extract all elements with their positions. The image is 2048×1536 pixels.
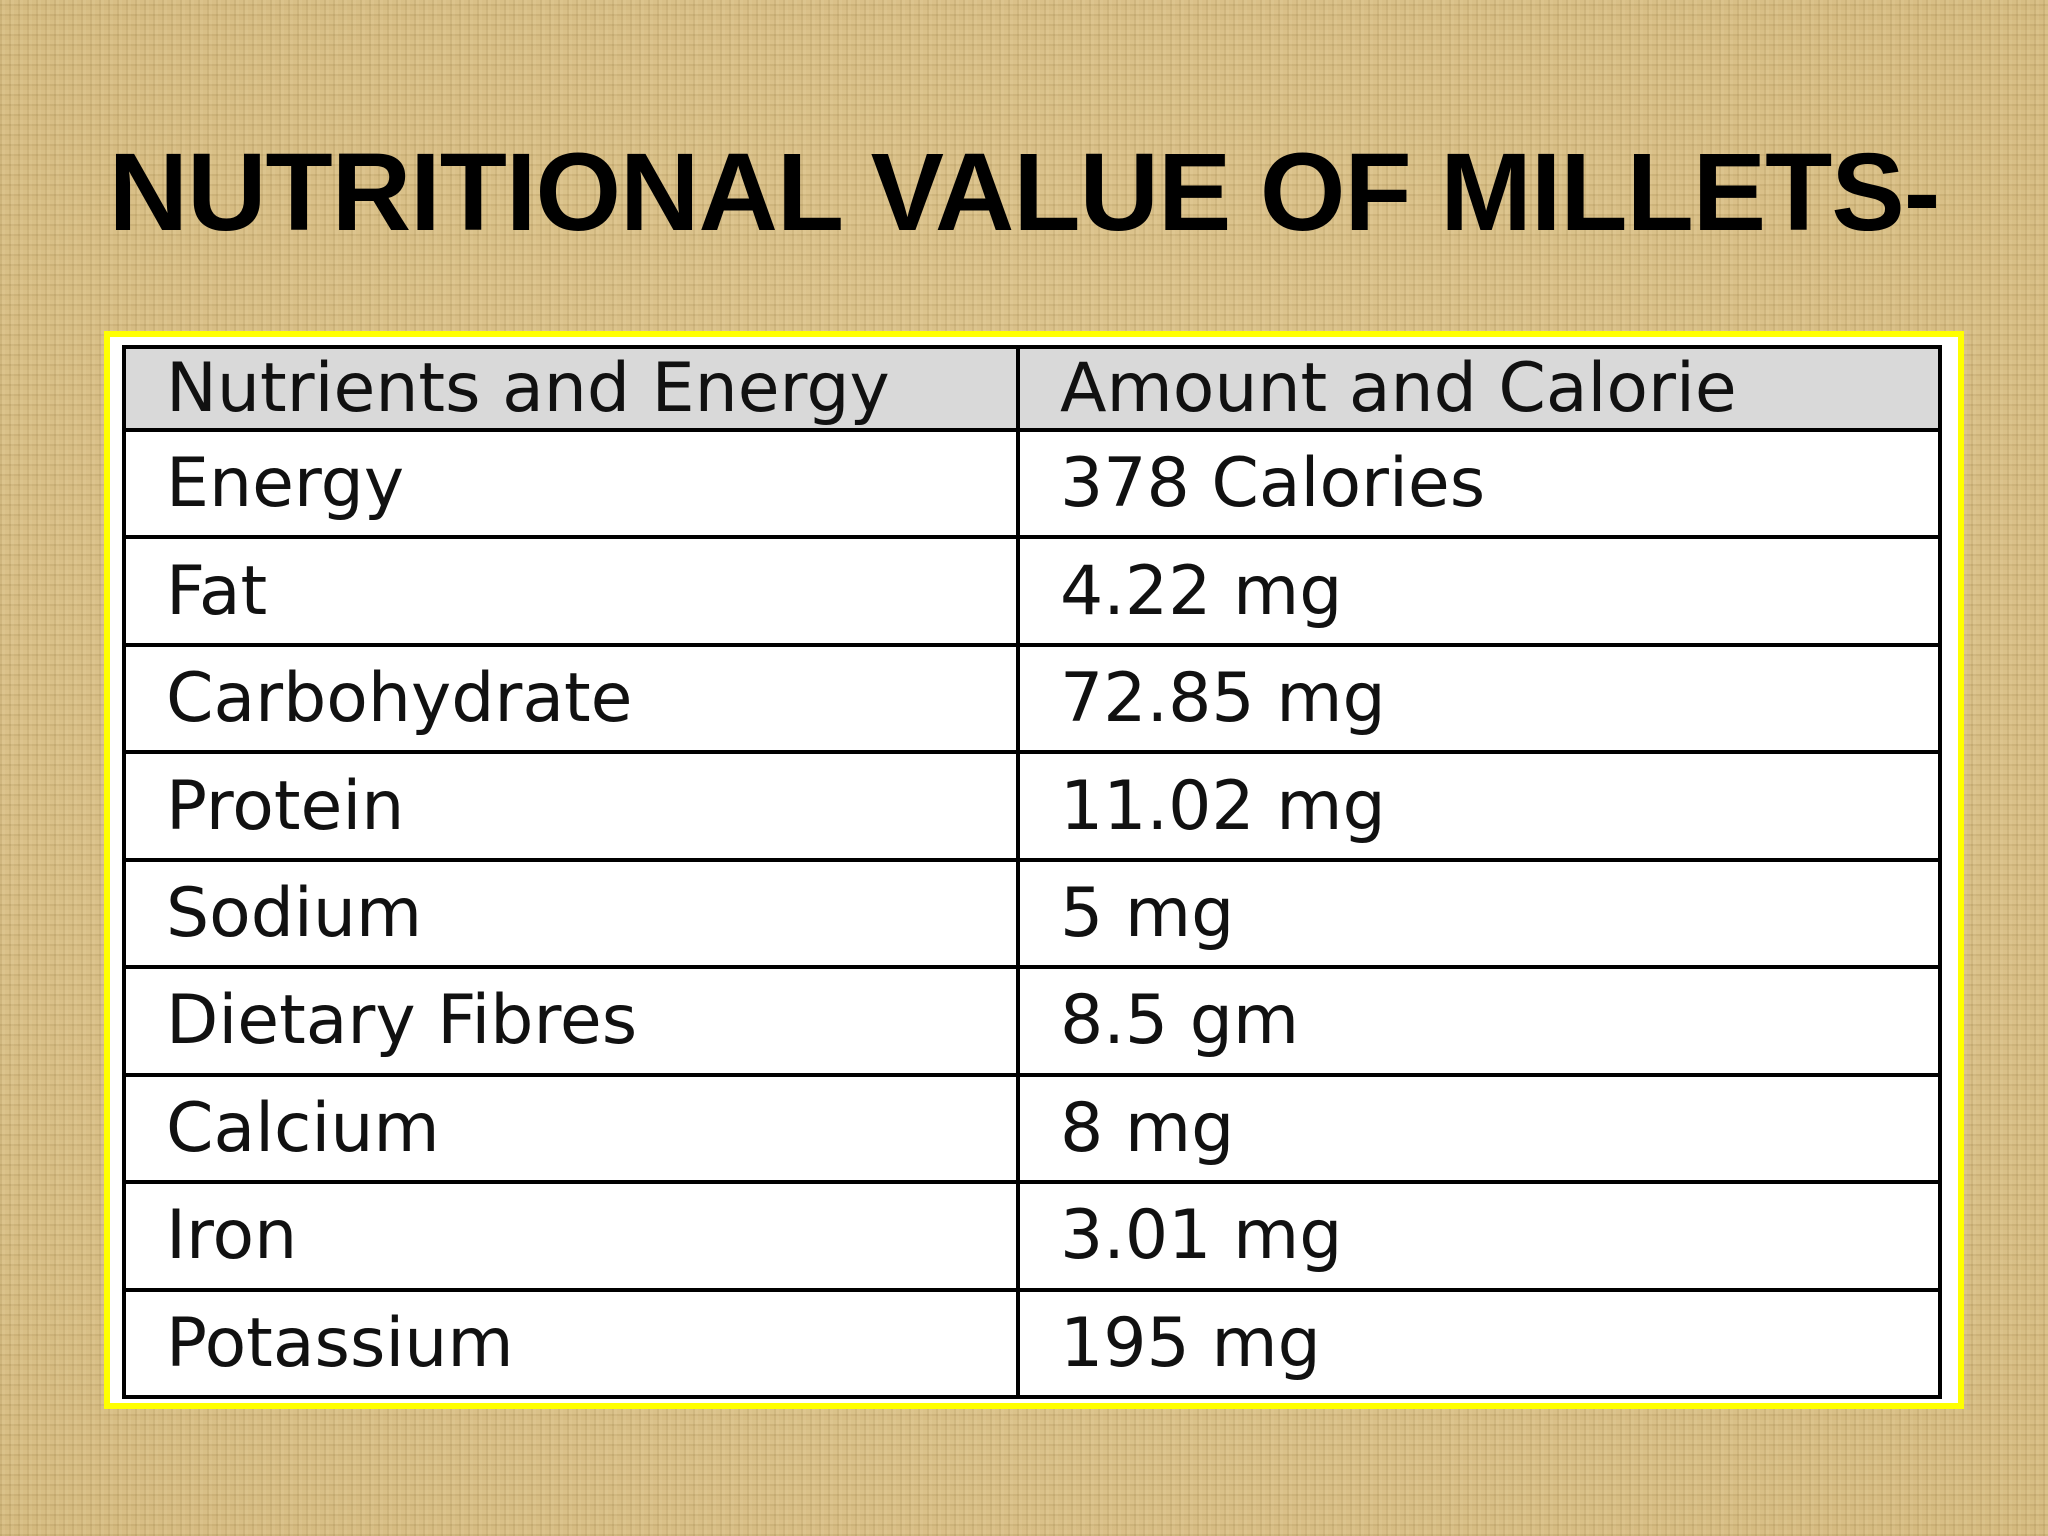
amount-cell: 4.22 mg [1016, 535, 1942, 647]
table-row: Protein 11.02 mg [122, 750, 1942, 862]
amount-cell: 8 mg [1016, 1072, 1942, 1185]
table-row: Energy 378 Calories [122, 427, 1942, 540]
amount-cell: 72.85 mg [1016, 642, 1942, 755]
nutrient-cell: Calcium [122, 1072, 1020, 1185]
table-row: Sodium 5 mg [122, 857, 1942, 970]
amount-cell: 378 Calories [1016, 427, 1942, 540]
nutrient-cell: Energy [122, 427, 1020, 540]
nutrient-cell: Potassium [122, 1287, 1020, 1399]
nutrient-cell: Dietary Fibres [122, 965, 1020, 1077]
nutrient-cell: Fat [122, 535, 1020, 647]
nutrient-cell: Protein [122, 750, 1020, 862]
header-nutrients: Nutrients and Energy [122, 345, 1020, 432]
table-frame: Nutrients and Energy Amount and Calorie … [104, 331, 1964, 1409]
nutrient-cell: Carbohydrate [122, 642, 1020, 755]
amount-cell: 3.01 mg [1016, 1180, 1942, 1292]
amount-cell: 11.02 mg [1016, 750, 1942, 862]
header-amount: Amount and Calorie [1016, 345, 1942, 432]
nutrient-cell: Sodium [122, 857, 1020, 970]
slide-title: NUTRITIONAL VALUE OF MILLETS- [108, 131, 1941, 254]
table-row: Fat 4.22 mg [122, 535, 1942, 647]
nutrient-cell: Iron [122, 1180, 1020, 1292]
amount-cell: 195 mg [1016, 1287, 1942, 1399]
table-row: Calcium 8 mg [122, 1072, 1942, 1185]
table-row: Dietary Fibres 8.5 gm [122, 965, 1942, 1077]
amount-cell: 5 mg [1016, 857, 1942, 970]
table-row: Iron 3.01 mg [122, 1180, 1942, 1292]
table-row: Potassium 195 mg [122, 1287, 1942, 1399]
amount-cell: 8.5 gm [1016, 965, 1942, 1077]
table-header-row: Nutrients and Energy Amount and Calorie [122, 345, 1942, 432]
nutrition-table: Nutrients and Energy Amount and Calorie … [122, 345, 1942, 1399]
table-row: Carbohydrate 72.85 mg [122, 642, 1942, 755]
